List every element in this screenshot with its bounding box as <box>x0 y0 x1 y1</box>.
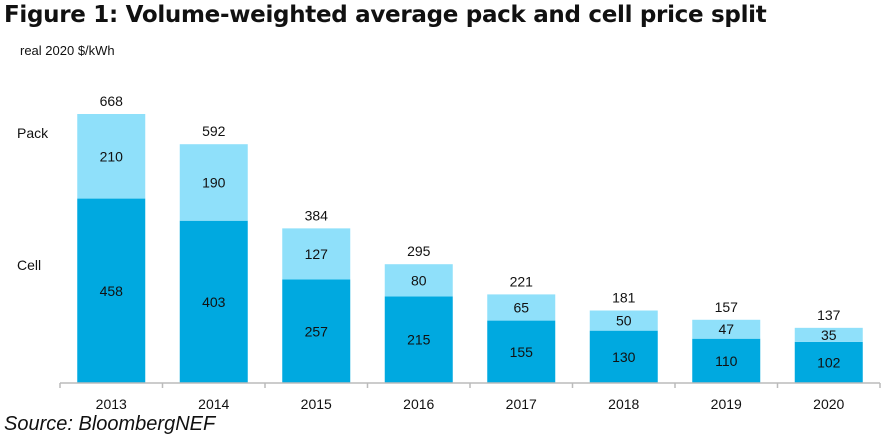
bar-pack-2019 <box>692 319 761 339</box>
y-axis-unit-label: real 2020 $/kWh <box>20 43 115 58</box>
bar-cell-2015 <box>282 279 351 383</box>
x-tick-label-2019: 2019 <box>711 396 742 412</box>
data-label-pack-2013: 210 <box>100 148 124 164</box>
data-label-cell-2016: 215 <box>407 332 431 348</box>
x-tick-label-2013: 2013 <box>96 396 127 412</box>
data-label-pack-2014: 190 <box>202 174 226 190</box>
x-tick-label-2017: 2017 <box>506 396 537 412</box>
data-label-total-2014: 592 <box>202 123 226 139</box>
data-label-cell-2013: 458 <box>100 283 124 299</box>
data-label-total-2015: 384 <box>305 207 329 223</box>
legend-label-pack: Pack <box>17 125 49 141</box>
bar-cell-2020 <box>794 341 863 383</box>
x-tick-label-2016: 2016 <box>403 396 434 412</box>
x-tick-label-2018: 2018 <box>608 396 639 412</box>
bar-pack-2017 <box>487 294 556 321</box>
data-label-cell-2019: 110 <box>715 353 738 369</box>
data-label-pack-2018: 50 <box>616 313 632 329</box>
data-label-total-2019: 157 <box>715 299 739 315</box>
bar-pack-2014 <box>179 144 248 221</box>
source-note: Source: BloombergNEF <box>4 413 216 435</box>
bar-cell-2019 <box>692 338 761 383</box>
bar-pack-2015 <box>282 228 351 280</box>
data-label-cell-2020: 102 <box>817 354 841 370</box>
data-label-total-2017: 221 <box>510 273 534 289</box>
bar-cell-2013 <box>77 198 146 383</box>
bar-cell-2017 <box>487 320 556 383</box>
bar-pack-2016 <box>384 264 453 297</box>
data-label-pack-2019: 47 <box>718 321 734 337</box>
data-label-pack-2016: 80 <box>411 272 427 288</box>
data-label-total-2016: 295 <box>407 243 431 259</box>
data-label-cell-2014: 403 <box>202 294 226 310</box>
data-label-pack-2020: 35 <box>821 327 837 343</box>
data-label-total-2020: 137 <box>817 307 841 323</box>
bar-pack-2020 <box>794 327 863 342</box>
bar-cell-2016 <box>384 296 453 383</box>
legend-label-cell: Cell <box>17 257 41 273</box>
chart-title: Figure 1: Volume-weighted average pack a… <box>4 2 767 28</box>
x-tick-label-2015: 2015 <box>301 396 332 412</box>
bar-pack-2018 <box>589 310 658 331</box>
bar-cell-2018 <box>589 330 658 383</box>
data-label-cell-2018: 130 <box>612 349 636 365</box>
data-label-pack-2017: 65 <box>513 299 529 315</box>
bar-cell-2014 <box>179 220 248 383</box>
x-tick-label-2020: 2020 <box>813 396 844 412</box>
data-label-cell-2015: 257 <box>305 323 329 339</box>
data-label-total-2013: 668 <box>100 93 124 109</box>
bar-pack-2013 <box>77 114 146 199</box>
data-label-cell-2017: 155 <box>510 344 534 360</box>
x-tick-label-2014: 2014 <box>198 396 229 412</box>
data-label-total-2018: 181 <box>612 290 636 306</box>
data-label-pack-2015: 127 <box>305 246 329 262</box>
